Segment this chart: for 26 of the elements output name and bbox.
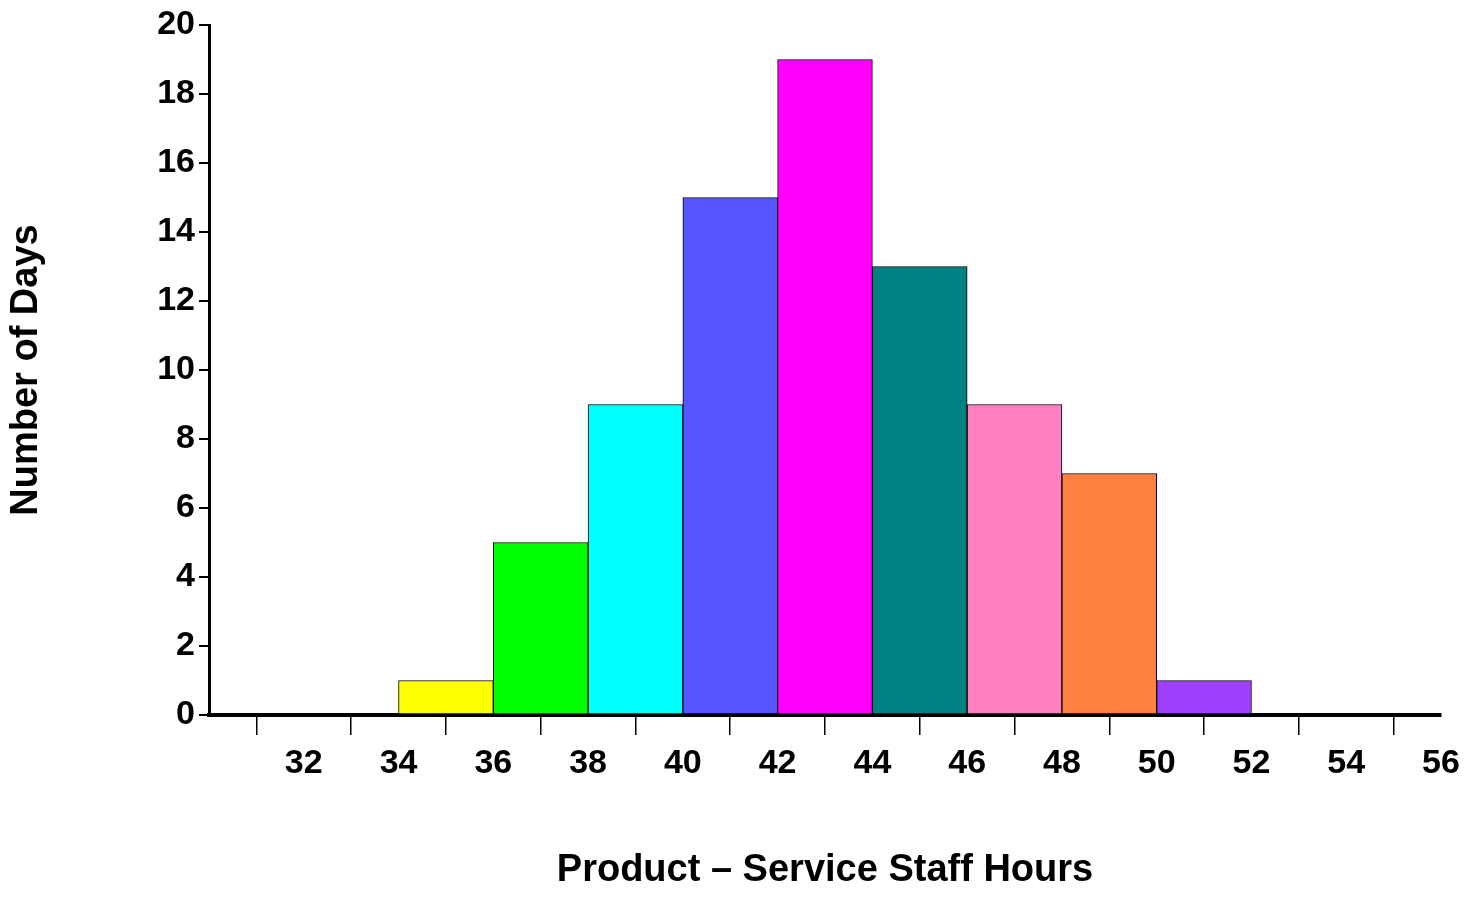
y-tick-label: 18 xyxy=(157,72,195,111)
y-tick-label: 4 xyxy=(176,555,196,594)
y-tick-label: 8 xyxy=(176,417,195,456)
y-tick-label: 16 xyxy=(157,141,195,180)
y-tick-label: 6 xyxy=(176,486,195,525)
x-tick-label: 54 xyxy=(1327,741,1366,780)
x-tick-label: 50 xyxy=(1137,741,1176,780)
y-axis-title: Number of Days xyxy=(3,224,46,516)
y-tick-label: 10 xyxy=(157,348,195,387)
x-tick-label: 48 xyxy=(1043,741,1081,780)
y-tick-label: 14 xyxy=(157,210,196,249)
x-tick-label: 52 xyxy=(1232,741,1271,780)
x-tick-label: 44 xyxy=(853,741,892,780)
x-axis-title: Product – Service Staff Hours xyxy=(556,846,1094,889)
x-tick-label: 42 xyxy=(758,741,797,780)
x-tick-label: 56 xyxy=(1422,741,1460,780)
y-tick-label: 0 xyxy=(176,693,195,732)
x-tick-label: 40 xyxy=(663,741,702,780)
x-tick-label: 32 xyxy=(284,741,323,780)
x-tick-label: 46 xyxy=(948,741,987,780)
y-tick-label: 20 xyxy=(157,3,195,42)
x-tick-label: 34 xyxy=(379,741,418,780)
y-tick-label: 12 xyxy=(157,279,195,318)
x-tick-label: 36 xyxy=(474,741,513,780)
x-tick-label: 38 xyxy=(569,741,607,780)
y-tick-label: 2 xyxy=(176,624,195,663)
